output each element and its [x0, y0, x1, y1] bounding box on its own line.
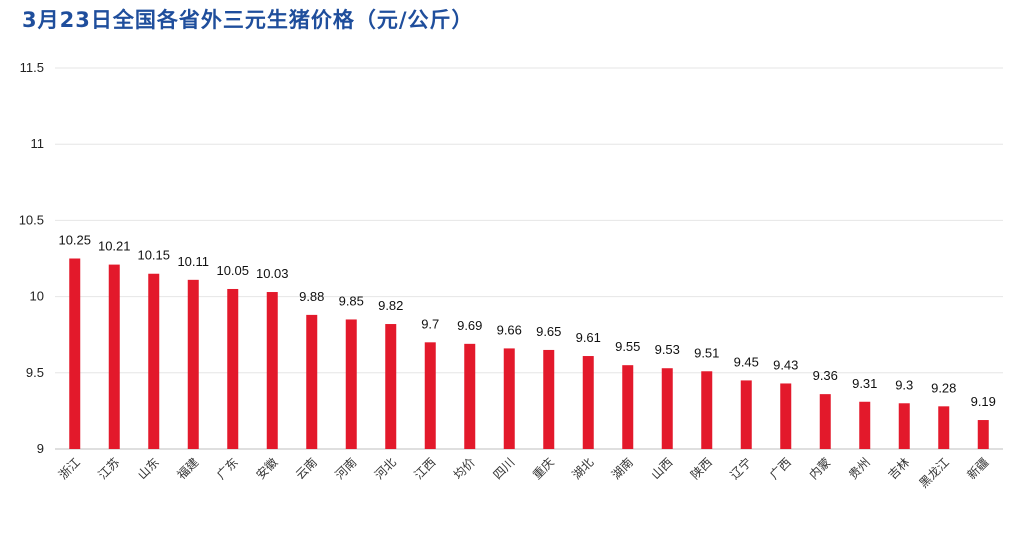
category-label: 广西 — [767, 455, 794, 482]
bar — [819, 394, 831, 449]
data-label: 10.25 — [58, 233, 91, 248]
data-label: 9.55 — [615, 339, 640, 354]
data-label: 9.51 — [694, 345, 719, 360]
category-label: 湖北 — [569, 455, 597, 483]
category-label: 广东 — [214, 455, 241, 482]
category-label: 浙江 — [56, 455, 83, 482]
data-label: 9.53 — [655, 342, 680, 357]
data-label: 9.66 — [497, 322, 522, 337]
bar — [187, 279, 199, 449]
data-label: 9.65 — [536, 324, 561, 339]
data-label: 9.82 — [378, 298, 403, 313]
chart-title: 3月23日全国各省外三元生猪价格（元/公斤） — [22, 8, 474, 32]
bars — [69, 258, 989, 449]
y-tick-label: 10 — [30, 289, 44, 304]
bar — [582, 356, 594, 449]
bar — [306, 314, 318, 449]
data-label: 9.7 — [421, 316, 439, 331]
bar — [345, 319, 357, 449]
y-tick-label: 9.5 — [26, 365, 44, 380]
grid-lines — [55, 67, 1003, 374]
bar — [266, 292, 278, 449]
category-label: 河南 — [332, 455, 360, 483]
bar — [780, 383, 792, 449]
data-label: 9.3 — [895, 377, 913, 392]
bar — [424, 342, 436, 449]
category-label: 四川 — [490, 455, 517, 482]
data-label: 10.03 — [256, 266, 289, 281]
y-tick-label: 11.5 — [20, 60, 44, 75]
bar — [108, 264, 120, 449]
y-tick-label: 10.5 — [19, 212, 44, 227]
bar — [69, 258, 81, 449]
category-label: 贵州 — [846, 455, 873, 482]
category-label: 云南 — [292, 455, 320, 483]
data-label: 9.88 — [299, 289, 324, 304]
data-labels: 10.25 10.21 10.15 10.11 10.05 10.03 9.88 9.85 9.… — [58, 233, 995, 410]
data-label: 10.05 — [216, 263, 249, 278]
category-label: 辽宁 — [727, 455, 755, 483]
bar — [740, 380, 752, 449]
category-label: 吉林 — [885, 455, 912, 482]
bar — [859, 401, 871, 449]
category-label: 山东 — [135, 455, 162, 482]
bar — [503, 348, 515, 449]
bar — [898, 403, 910, 449]
data-label: 9.45 — [734, 354, 759, 369]
category-label: 安徽 — [253, 455, 281, 483]
bar — [385, 324, 397, 449]
category-label: 江西 — [411, 455, 438, 482]
bar — [661, 368, 673, 449]
data-label: 9.28 — [931, 380, 956, 395]
data-label: 9.19 — [971, 394, 996, 409]
data-label: 9.85 — [339, 293, 364, 308]
category-label: 新疆 — [964, 455, 992, 483]
data-label: 10.11 — [177, 254, 209, 269]
data-label: 9.36 — [813, 368, 838, 383]
data-label: 9.61 — [576, 330, 601, 345]
bar — [148, 273, 160, 449]
category-label: 湖南 — [608, 455, 636, 483]
data-label: 9.31 — [852, 376, 877, 391]
y-axis-ticks: 9 9.5 10 10.5 11 11.5 — [19, 60, 44, 456]
data-label: 9.43 — [773, 357, 798, 372]
y-tick-label: 9 — [37, 441, 44, 456]
bar — [977, 420, 989, 449]
category-label: 福建 — [174, 455, 202, 483]
category-label: 内蒙 — [806, 455, 833, 482]
category-label: 山西 — [648, 455, 675, 482]
bar — [938, 406, 950, 449]
data-label: 10.21 — [98, 239, 131, 254]
bar — [701, 371, 713, 449]
bar — [622, 365, 634, 449]
category-label: 江苏 — [95, 455, 122, 482]
bar — [464, 343, 476, 449]
category-label: 河北 — [372, 455, 399, 482]
data-label: 10.15 — [137, 248, 170, 263]
category-labels: 浙江 江苏 山东 福建 广东 安徽 云南 河南 河北 江西 均价 四川 重庆 湖北 湖南 山西 陕西 辽宁 广西 内蒙… — [56, 455, 991, 491]
bar — [227, 288, 239, 449]
category-label: 均价 — [451, 455, 478, 482]
bar — [543, 349, 555, 449]
y-tick-label: 11 — [31, 136, 45, 151]
category-label: 陕西 — [687, 455, 715, 483]
data-label: 9.69 — [457, 318, 482, 333]
category-label: 黑龙江 — [917, 455, 952, 490]
category-label: 重庆 — [530, 455, 557, 482]
